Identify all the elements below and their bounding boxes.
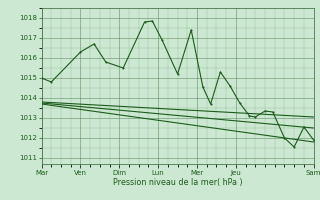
X-axis label: Pression niveau de la mer( hPa ): Pression niveau de la mer( hPa ) — [113, 178, 243, 187]
